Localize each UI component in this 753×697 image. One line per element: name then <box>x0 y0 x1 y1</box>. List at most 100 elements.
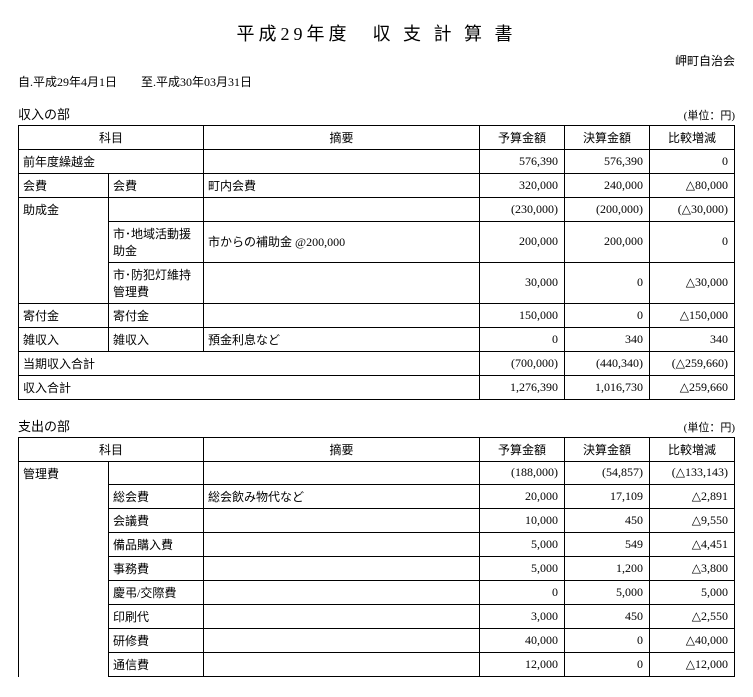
kamoku-header: 科目 <box>19 126 204 150</box>
settle-cell: 0 <box>565 629 650 653</box>
desc-cell <box>204 629 480 653</box>
budget-cell: (230,000) <box>480 198 565 222</box>
budget-cell: 5,000 <box>480 557 565 581</box>
settle-cell: (54,857) <box>565 461 650 485</box>
kamoku-cell <box>19 557 109 581</box>
kamoku-cell <box>19 581 109 605</box>
budget-cell: 150,000 <box>480 303 565 327</box>
desc-cell <box>204 303 480 327</box>
settle-header: 決算金額 <box>565 126 650 150</box>
expense-section-title: 支出の部 <box>18 416 70 435</box>
settle-cell: 549 <box>565 533 650 557</box>
table-header-row: 科目 摘要 予算金額 決算金額 比較増減 <box>19 126 735 150</box>
table-row: 当期収入合計(700,000)(440,340)(△259,660) <box>19 351 735 375</box>
settle-cell: (440,340) <box>565 351 650 375</box>
kamoku-sub-cell: 市･地域活動援助金 <box>109 221 204 262</box>
diff-cell: △40,000 <box>650 629 735 653</box>
kamoku-cell <box>19 653 109 677</box>
table-row: 研修費40,0000△40,000 <box>19 629 735 653</box>
desc-cell <box>204 509 480 533</box>
diff-cell: 5,000 <box>650 581 735 605</box>
diff-header: 比較増減 <box>650 126 735 150</box>
settle-cell: 450 <box>565 509 650 533</box>
kamoku-sub-cell: 備品購入費 <box>109 533 204 557</box>
kamoku-cell: 前年度繰越金 <box>19 150 204 174</box>
table-row: 市･防犯灯維持管理費30,0000△30,000 <box>19 262 735 303</box>
kamoku-sub-cell: 市･防犯灯維持管理費 <box>109 262 204 303</box>
kamoku-cell <box>19 485 109 509</box>
expense-table: 科目 摘要 予算金額 決算金額 比較増減 管理費(188,000)(54,857… <box>18 437 735 678</box>
table-row: 印刷代 3,000450△2,550 <box>19 605 735 629</box>
kamoku-cell: 会費 <box>19 174 109 198</box>
kamoku-sub-cell: 会議費 <box>109 509 204 533</box>
desc-cell <box>204 150 480 174</box>
diff-cell: △2,550 <box>650 605 735 629</box>
budget-cell: 20,000 <box>480 485 565 509</box>
desc-cell <box>204 262 480 303</box>
settle-cell: 0 <box>565 653 650 677</box>
kamoku-cell <box>19 262 109 303</box>
desc-cell <box>204 461 480 485</box>
diff-cell: (△259,660) <box>650 351 735 375</box>
diff-header: 比較増減 <box>650 437 735 461</box>
budget-cell: 12,000 <box>480 653 565 677</box>
budget-cell: 0 <box>480 581 565 605</box>
table-row: 事務費5,0001,200△3,800 <box>19 557 735 581</box>
kamoku-sub-cell: 総会費 <box>109 485 204 509</box>
budget-cell: 3,000 <box>480 605 565 629</box>
table-row: 会議費10,000450△9,550 <box>19 509 735 533</box>
settle-cell: 240,000 <box>565 174 650 198</box>
kamoku-sub-cell: 寄付金 <box>109 303 204 327</box>
kamoku-sub-cell: 事務費 <box>109 557 204 581</box>
budget-cell: 0 <box>480 327 565 351</box>
budget-cell: 40,000 <box>480 629 565 653</box>
income-table: 科目 摘要 予算金額 決算金額 比較増減 前年度繰越金576,390576,39… <box>18 125 735 400</box>
desc-cell: 総会飲み物代など <box>204 485 480 509</box>
diff-cell: △80,000 <box>650 174 735 198</box>
budget-header: 予算金額 <box>480 126 565 150</box>
settle-cell: 0 <box>565 303 650 327</box>
kamoku-cell <box>19 509 109 533</box>
diff-cell: (△30,000) <box>650 198 735 222</box>
settle-cell: 450 <box>565 605 650 629</box>
settle-cell: (200,000) <box>565 198 650 222</box>
table-row: 慶弔/交際費05,0005,000 <box>19 581 735 605</box>
settle-cell: 340 <box>565 327 650 351</box>
kamoku-sub-cell: 会費 <box>109 174 204 198</box>
kamoku-sub-cell: 印刷代 <box>109 605 204 629</box>
kamoku-cell: 管理費 <box>19 461 109 485</box>
diff-cell: △3,800 <box>650 557 735 581</box>
desc-cell: 市からの補助金 @200,000 <box>204 221 480 262</box>
table-row: 収入合計1,276,3901,016,730△259,660 <box>19 375 735 399</box>
diff-cell: △30,000 <box>650 262 735 303</box>
kamoku-cell: 雑収入 <box>19 327 109 351</box>
kamoku-cell: 助成金 <box>19 198 109 222</box>
page-title: 平成29年度 収 支 計 算 書 <box>18 20 735 46</box>
kamoku-cell <box>19 221 109 262</box>
diff-cell: 0 <box>650 150 735 174</box>
unit-label: (単位：円) <box>684 107 735 123</box>
unit-label: (単位：円) <box>684 419 735 435</box>
budget-cell: 1,276,390 <box>480 375 565 399</box>
table-row: 市･地域活動援助金市からの補助金 @200,000200,000200,0000 <box>19 221 735 262</box>
period: 自.平成29年4月1日 至.平成30年03月31日 <box>18 73 735 90</box>
kamoku-sub-cell <box>109 198 204 222</box>
budget-cell: 200,000 <box>480 221 565 262</box>
settle-header: 決算金額 <box>565 437 650 461</box>
desc-cell <box>204 605 480 629</box>
table-row: 雑収入雑収入預金利息など0340340 <box>19 327 735 351</box>
table-row: 会費会費町内会費320,000240,000△80,000 <box>19 174 735 198</box>
diff-cell: △259,660 <box>650 375 735 399</box>
diff-cell: △12,000 <box>650 653 735 677</box>
table-row: 寄付金寄付金150,0000△150,000 <box>19 303 735 327</box>
desc-cell: 町内会費 <box>204 174 480 198</box>
desc-cell: 預金利息など <box>204 327 480 351</box>
kamoku-cell <box>19 533 109 557</box>
kamoku-cell <box>19 629 109 653</box>
table-row: 総会費総会飲み物代など20,00017,109△2,891 <box>19 485 735 509</box>
kamoku-cell: 収入合計 <box>19 375 480 399</box>
diff-cell: △150,000 <box>650 303 735 327</box>
budget-cell: 10,000 <box>480 509 565 533</box>
org-name: 岬町自治会 <box>18 52 735 69</box>
desc-cell <box>204 581 480 605</box>
